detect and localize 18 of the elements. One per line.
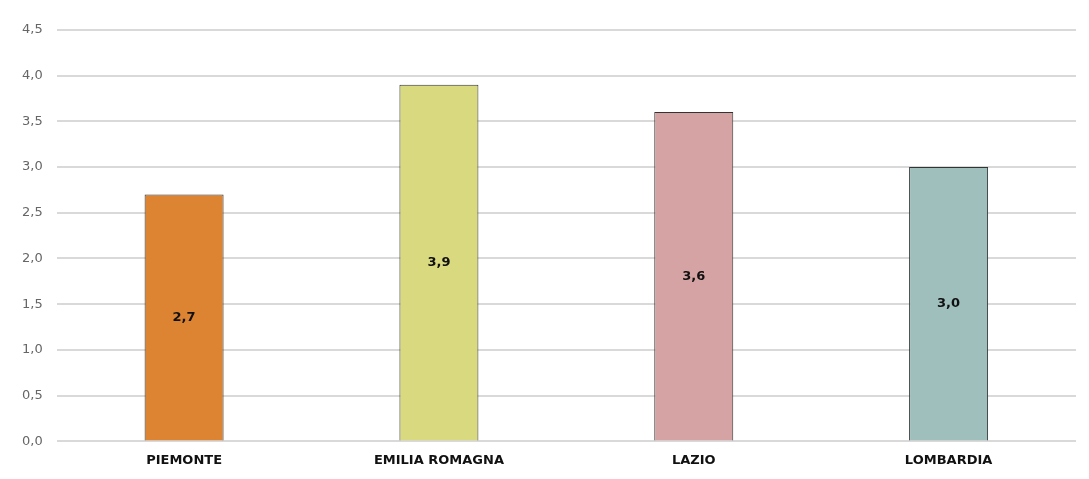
y-tick-label: 1,5 bbox=[21, 295, 43, 311]
y-tick-label: 2,5 bbox=[21, 204, 43, 220]
y-tick-label: 0,5 bbox=[21, 387, 43, 403]
x-tick-label: LAZIO bbox=[671, 451, 716, 467]
x-tick-label: PIEMONTE bbox=[146, 451, 223, 467]
y-tick-label: 4,0 bbox=[21, 66, 43, 82]
x-tick-label: LOMBARDIA bbox=[904, 451, 993, 467]
data-label: 3,0 bbox=[937, 295, 961, 311]
y-tick-label: 2,0 bbox=[21, 249, 43, 265]
data-label: 3,6 bbox=[682, 267, 706, 283]
y-tick-label: 3,5 bbox=[21, 112, 43, 128]
y-tick-label: 4,5 bbox=[21, 21, 43, 37]
y-tick-label: 3,0 bbox=[21, 158, 43, 174]
data-label: 3,9 bbox=[427, 253, 451, 269]
data-label: 2,7 bbox=[172, 308, 196, 324]
x-tick-label: EMILIA ROMAGNA bbox=[373, 451, 504, 467]
y-tick-label: 1,0 bbox=[21, 341, 43, 357]
y-tick-label: 0,0 bbox=[21, 432, 43, 448]
